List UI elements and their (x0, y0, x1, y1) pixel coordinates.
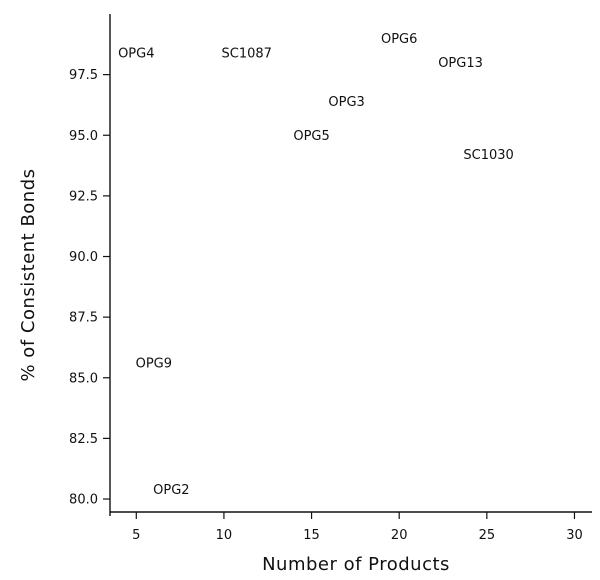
y-tick-label-4: 90.0 (69, 250, 98, 265)
x-tick-label-2: 15 (303, 528, 320, 543)
y-tick-label-1: 82.5 (69, 432, 98, 447)
x-axis-title: Number of Products (262, 554, 450, 575)
x-tick-label-1: 10 (216, 528, 233, 543)
point-label-opg9: OPG9 (136, 357, 172, 372)
point-label-opg4: OPG4 (118, 46, 154, 61)
y-axis-title: % of Consistent Bonds (18, 168, 39, 381)
point-label-sc1030: SC1030 (463, 148, 513, 163)
point-label-sc1087: SC1087 (222, 46, 272, 61)
y-tick-label-0: 80.0 (69, 493, 98, 508)
point-label-opg2: OPG2 (153, 483, 189, 498)
x-tick-label-0: 5 (132, 528, 140, 543)
y-tick-label-6: 95.0 (69, 129, 98, 144)
y-tick-label-3: 87.5 (69, 311, 98, 326)
y-tick-label-2: 85.0 (69, 371, 98, 386)
point-label-opg3: OPG3 (328, 95, 364, 110)
point-label-opg6: OPG6 (381, 32, 417, 47)
axes (109, 14, 592, 516)
x-tick-label-4: 25 (479, 528, 496, 543)
data-points: OPG4 SC1087 OPG6 OPG13 OPG3 OPG5 SC1030 OPG9 OPG… (118, 32, 514, 498)
y-tick-label-5: 92.5 (69, 189, 98, 204)
y-tick-label-7: 97.5 (69, 68, 98, 83)
x-tick-label-5: 30 (566, 528, 583, 543)
y-ticks: 80.0 82.5 85.0 87.5 90.0 92.5 95.0 97.5 (69, 68, 110, 508)
point-label-opg5: OPG5 (293, 129, 329, 144)
x-tick-label-3: 20 (391, 528, 408, 543)
point-label-opg13: OPG13 (438, 56, 483, 71)
x-ticks: 5 10 15 20 25 30 (132, 512, 583, 543)
